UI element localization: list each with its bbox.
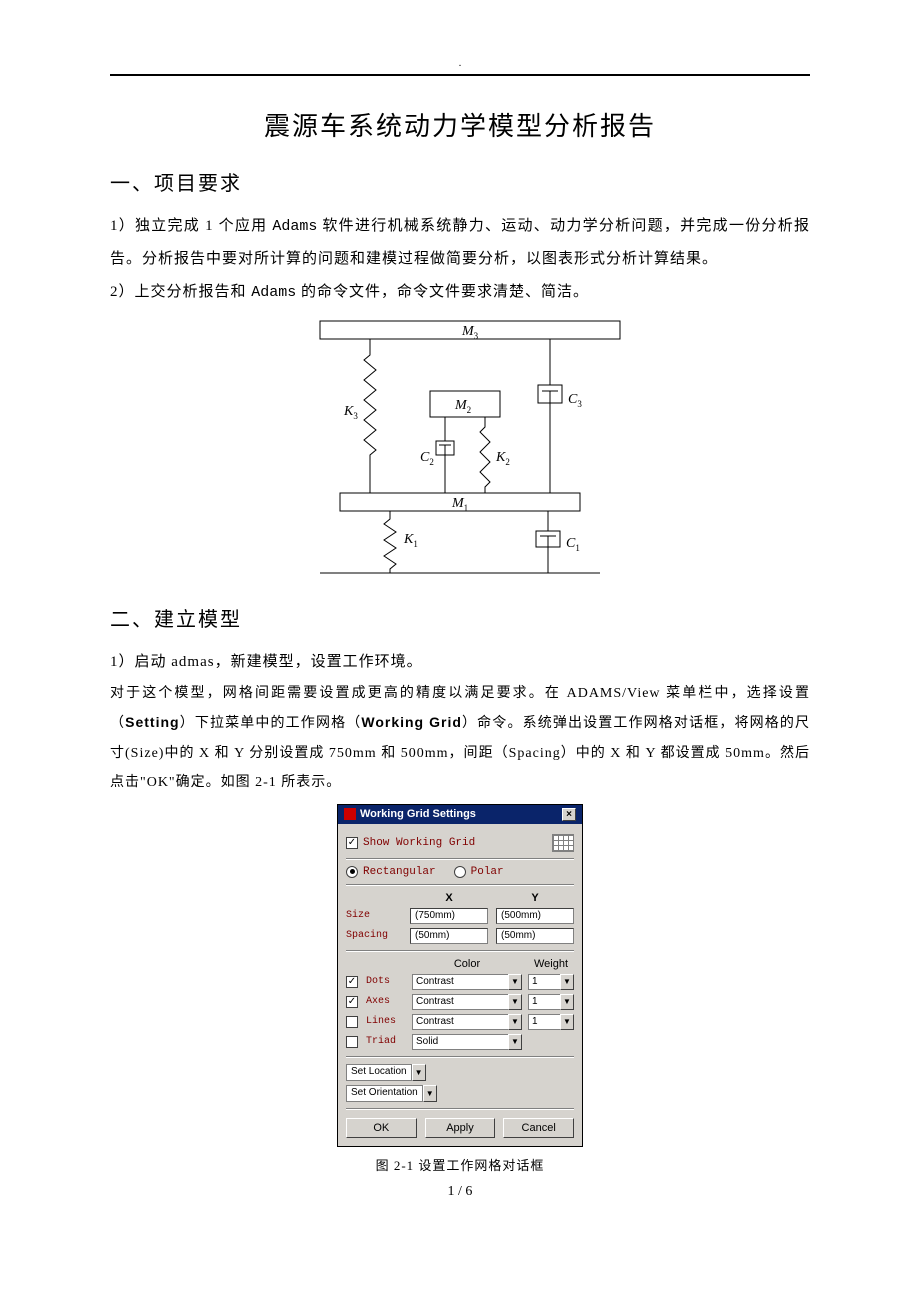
system-diagram: .l { stroke:#000; stroke-width:1; fill:n… (110, 315, 810, 585)
dots-weight-combo[interactable]: 1▼ (528, 974, 574, 990)
apply-button[interactable]: Apply (425, 1118, 496, 1138)
size-label: Size (346, 910, 402, 921)
spacing-label: Spacing (346, 930, 402, 941)
axes-color-combo[interactable]: Contrast▼ (412, 994, 522, 1010)
header-rule (110, 74, 810, 76)
text-setting: Setting (125, 714, 179, 730)
polar-radio[interactable] (454, 866, 466, 878)
svg-text:M3: M3 (461, 324, 479, 341)
separator (346, 1108, 574, 1110)
polar-label: Polar (471, 866, 504, 878)
size-y-input[interactable]: (500mm) (496, 908, 574, 924)
color-hdr: Color (412, 958, 522, 970)
ok-button[interactable]: OK (346, 1118, 417, 1138)
figure-caption: 图 2-1 设置工作网格对话框 (110, 1155, 810, 1174)
section-1-heading: 一、项目要求 (110, 167, 810, 196)
svg-text:K1: K1 (403, 532, 418, 549)
lines-label: Lines (366, 1016, 406, 1027)
lines-checkbox[interactable] (346, 1016, 358, 1028)
size-x-input[interactable]: (750mm) (410, 908, 488, 924)
separator (346, 884, 574, 886)
shape-row: Rectangular Polar (346, 866, 574, 878)
spacing-x-input[interactable]: (50mm) (410, 928, 488, 944)
dots-label: Dots (366, 976, 406, 987)
svg-text:C1: C1 (566, 536, 580, 553)
text: 1）独立完成 1 个应用 (110, 218, 272, 234)
working-grid-dialog: Working Grid Settings × Show Working Gri… (337, 804, 583, 1147)
set-orientation-row: Set Orientation▼ (346, 1085, 574, 1102)
svg-text:M1: M1 (451, 496, 468, 513)
axes-weight-combo[interactable]: 1▼ (528, 994, 574, 1010)
set-location-row: Set Location▼ (346, 1064, 574, 1081)
doc-title: 震源车系统动力学模型分析报告 (110, 106, 810, 143)
section-1-p1: 1）独立完成 1 个应用 Adams 软件进行机械系统静力、运动、动力学分析问题… (110, 210, 810, 276)
axes-label: Axes (366, 996, 406, 1007)
svg-text:K3: K3 (343, 404, 358, 421)
dialog-title-text: Working Grid Settings (360, 808, 562, 820)
section-1-p2: 2）上交分析报告和 Adams 的命令文件，命令文件要求清楚、简洁。 (110, 276, 810, 309)
text-workinggrid: Working Grid (361, 714, 462, 730)
axes-checkbox[interactable] (346, 996, 358, 1008)
text-adams: Adams (251, 284, 296, 301)
separator (346, 858, 574, 860)
lines-weight-combo[interactable]: 1▼ (528, 1014, 574, 1030)
text: 的命令文件，命令文件要求清楚、简洁。 (296, 284, 589, 300)
close-icon[interactable]: × (562, 808, 576, 821)
dialog-titlebar: Working Grid Settings × (338, 805, 582, 824)
show-grid-label: Show Working Grid (363, 837, 475, 849)
triad-checkbox[interactable] (346, 1036, 358, 1048)
diagram-svg: .l { stroke:#000; stroke-width:1; fill:n… (280, 315, 640, 585)
set-orientation-combo[interactable]: Set Orientation▼ (346, 1085, 437, 1102)
set-location-combo[interactable]: Set Location▼ (346, 1064, 426, 1081)
text: 2）上交分析报告和 (110, 284, 251, 300)
svg-text:C3: C3 (568, 392, 582, 409)
show-grid-row: Show Working Grid (346, 834, 574, 852)
dots-color-combo[interactable]: Contrast▼ (412, 974, 522, 990)
col-y: Y (496, 892, 574, 904)
grid-icon[interactable] (552, 834, 574, 852)
weight-hdr: Weight (528, 958, 574, 970)
svg-text:C2: C2 (420, 450, 434, 467)
text: ）下拉菜单中的工作网格（ (180, 716, 362, 731)
section-2-p1: 1）启动 admas，新建模型，设置工作环境。 (110, 646, 810, 679)
rect-label: Rectangular (363, 866, 436, 878)
separator (346, 1056, 574, 1058)
dialog-body: Show Working Grid Rectangular Polar X Y … (338, 824, 582, 1146)
header-mark: . (459, 58, 462, 69)
cancel-button[interactable]: Cancel (503, 1118, 574, 1138)
button-row: OK Apply Cancel (346, 1118, 574, 1138)
page-number: 1 / 6 (110, 1184, 810, 1200)
rect-radio[interactable] (346, 866, 358, 878)
size-grid: X Y Size (750mm) (500mm) Spacing (50mm) … (346, 892, 574, 944)
triad-color-combo[interactable]: Solid▼ (412, 1034, 522, 1050)
section-2-p2: 对于这个模型，网格间距需要设置成更高的精度以满足要求。在 ADAMS/View … (110, 679, 810, 798)
show-grid-checkbox[interactable] (346, 837, 358, 849)
spacing-y-input[interactable]: (50mm) (496, 928, 574, 944)
text-adams: Adams (272, 218, 317, 235)
triad-label: Triad (366, 1036, 406, 1047)
lines-color-combo[interactable]: Contrast▼ (412, 1014, 522, 1030)
page: . 震源车系统动力学模型分析报告 一、项目要求 1）独立完成 1 个应用 Ada… (0, 0, 920, 1240)
dialog-figure: Working Grid Settings × Show Working Gri… (110, 804, 810, 1147)
col-x: X (410, 892, 488, 904)
dots-checkbox[interactable] (346, 976, 358, 988)
svg-text:K2: K2 (495, 450, 510, 467)
section-2-heading: 二、建立模型 (110, 603, 810, 632)
style-grid: Color Weight Dots Contrast▼ 1▼ Axes Cont… (346, 958, 574, 1050)
separator (346, 950, 574, 952)
svg-text:M2: M2 (454, 398, 471, 415)
red-icon (344, 808, 356, 820)
